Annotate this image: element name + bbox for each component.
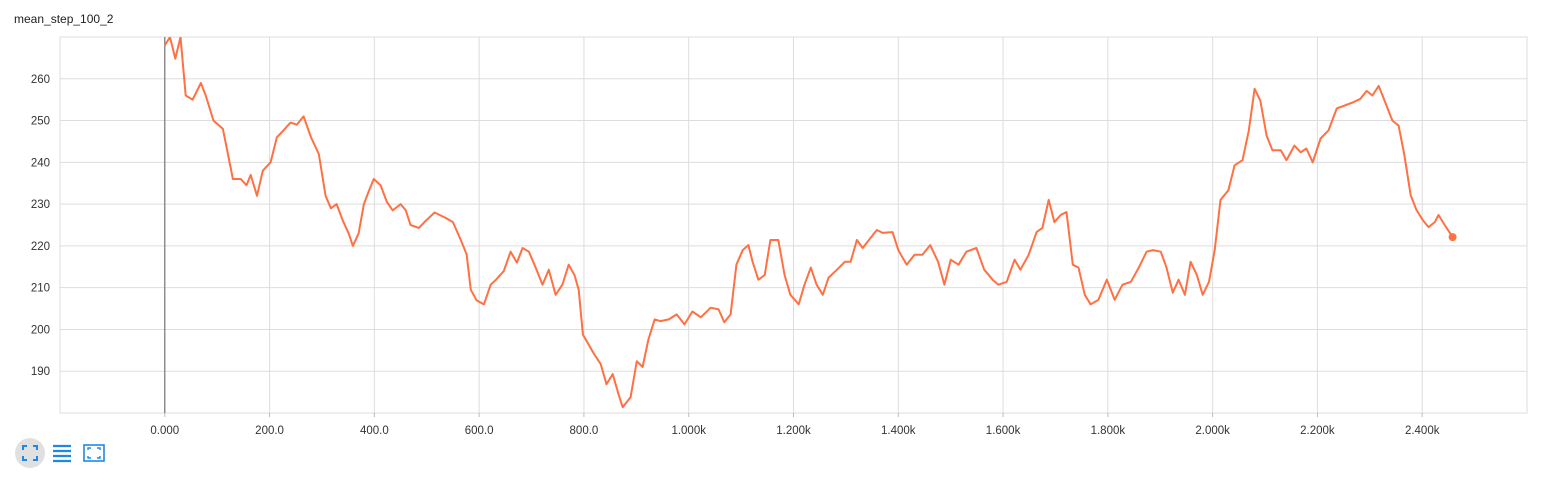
grid: [60, 37, 1527, 413]
x-tick-label: 2.400k: [1405, 425, 1440, 437]
x-tick-label: 1.400k: [881, 425, 916, 437]
y-tick-label: 260: [31, 74, 50, 86]
list-icon[interactable]: [53, 444, 71, 463]
y-tick-label: 190: [31, 366, 50, 378]
y-tick-label: 250: [31, 116, 50, 128]
x-tick-label: 2.200k: [1300, 425, 1335, 437]
toolbar: [15, 438, 105, 468]
y-tick-label: 220: [31, 241, 50, 253]
y-tick-label: 210: [31, 283, 50, 295]
chart-title: mean_step_100_2: [14, 12, 114, 26]
x-tick-label: 0.000: [150, 425, 179, 437]
x-tick-label: 1.600k: [986, 425, 1021, 437]
x-tick-label: 1.800k: [1091, 425, 1126, 437]
series-line: [163, 37, 1454, 409]
x-tick-label: 2.000k: [1195, 425, 1230, 437]
axes: 190 200 210 220 230 240 250 260 0.000 200.0 400.0 6…: [31, 37, 1440, 437]
button-bg: [15, 438, 45, 468]
x-tick-label: 600.0: [465, 425, 494, 437]
y-tick-label: 200: [31, 324, 50, 336]
x-tick-label: 1.000k: [671, 425, 706, 437]
x-tick-label: 400.0: [360, 425, 389, 437]
plot: [163, 37, 1457, 409]
x-tick-label: 800.0: [570, 425, 599, 437]
zoom-icon[interactable]: [83, 444, 105, 462]
fit-icon[interactable]: [22, 445, 38, 461]
zoom-icon-corners: [87, 447, 101, 459]
y-tick-label: 240: [31, 157, 50, 169]
x-tick-label: 200.0: [255, 425, 284, 437]
y-tick-label: 230: [31, 199, 50, 211]
x-tick-label: 1.200k: [776, 425, 811, 437]
last-point: [1448, 233, 1457, 242]
